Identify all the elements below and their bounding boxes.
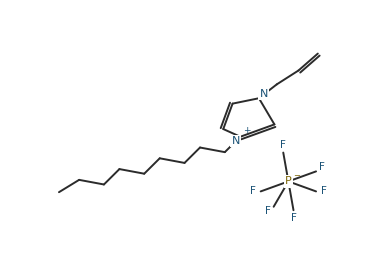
Text: F: F — [280, 140, 286, 150]
Text: P: P — [285, 176, 292, 186]
Text: N: N — [231, 136, 240, 146]
Text: F: F — [319, 162, 325, 172]
Text: −: − — [293, 171, 300, 180]
Text: F: F — [291, 213, 296, 223]
Text: F: F — [250, 186, 256, 196]
Text: N: N — [259, 89, 268, 99]
Text: F: F — [264, 206, 270, 216]
Text: F: F — [321, 186, 327, 196]
Text: +: + — [243, 126, 250, 135]
